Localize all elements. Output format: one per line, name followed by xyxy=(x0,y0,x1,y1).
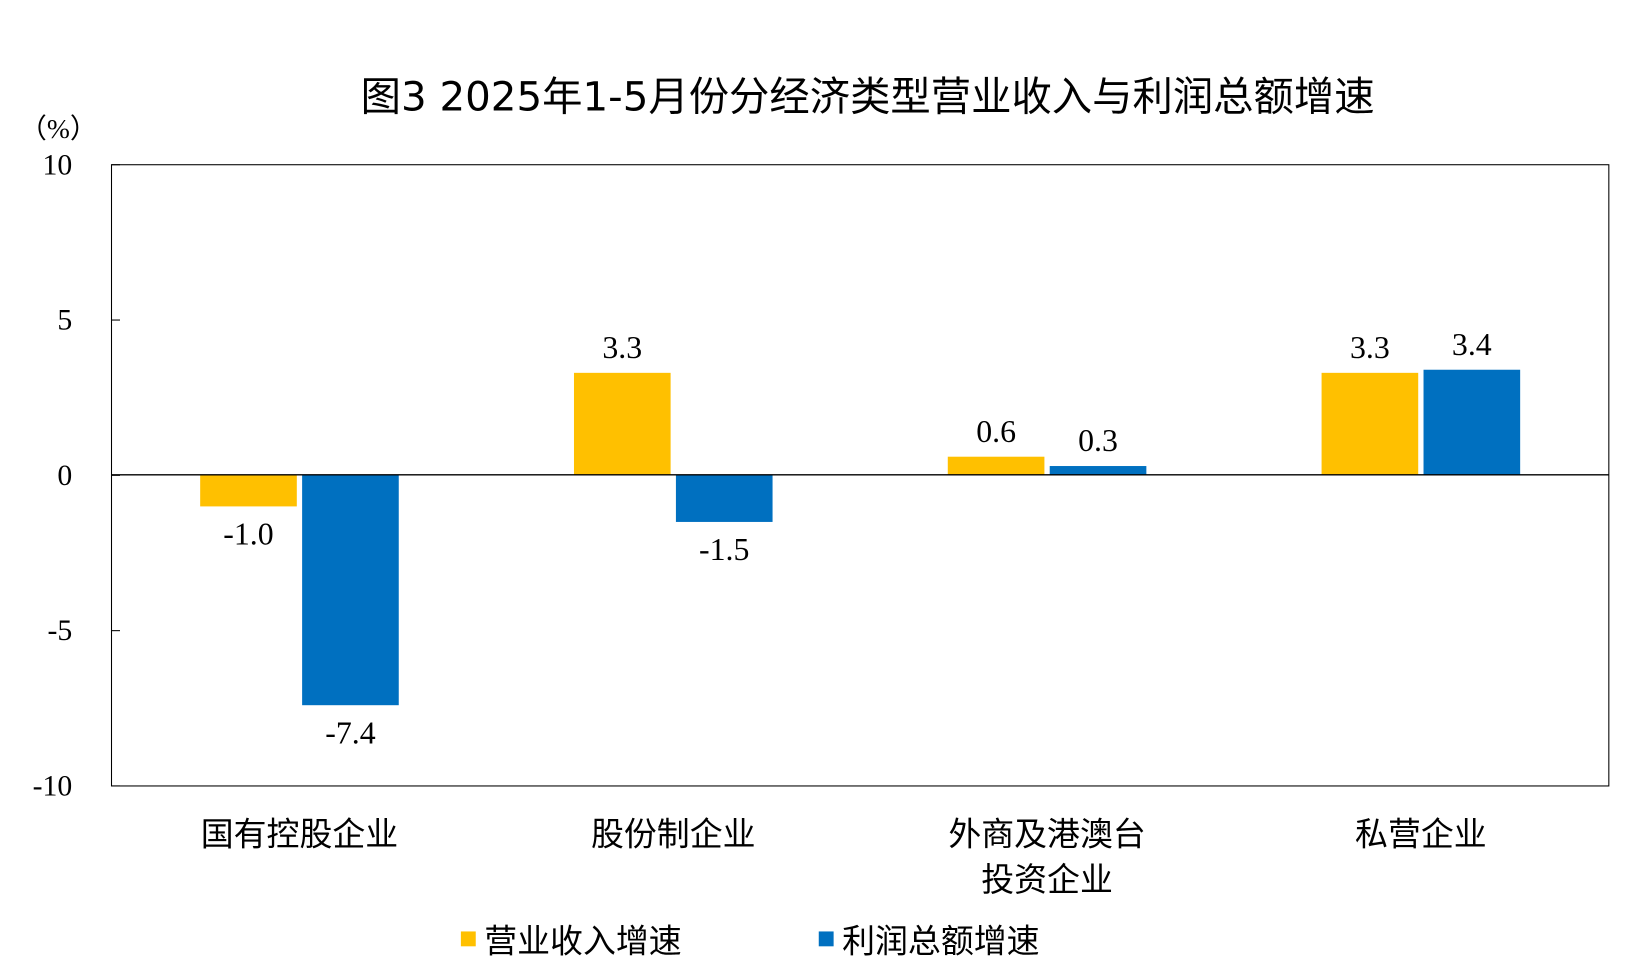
y-tick-label: 10 xyxy=(42,149,72,181)
data-label: 0.3 xyxy=(1078,423,1118,458)
legend-swatch xyxy=(818,931,834,947)
bar-profit xyxy=(302,475,399,706)
x-tick-label: 国有控股企业 xyxy=(201,814,398,853)
bar-profit xyxy=(1423,369,1521,476)
legend-label: 营业收入增速 xyxy=(484,922,681,956)
bar-profit xyxy=(675,475,773,522)
bar-revenue xyxy=(947,456,1045,476)
data-label: 3.3 xyxy=(602,330,642,365)
data-label: 0.6 xyxy=(976,414,1016,449)
x-tick-label: 外商及港澳台 xyxy=(948,814,1145,853)
data-label: 3.4 xyxy=(1452,327,1492,362)
data-label: -1.5 xyxy=(699,532,749,567)
data-label: -1.0 xyxy=(223,517,273,552)
y-axis-unit: （%） xyxy=(19,113,97,144)
legend-swatch xyxy=(460,931,476,947)
y-tick-label: -10 xyxy=(33,771,73,803)
bars: -1.0 -7.4 3.3 -1.5 0.6 0.3 3.3 3.4 xyxy=(200,327,1521,750)
bar-revenue xyxy=(200,475,297,507)
bar-profit xyxy=(1049,466,1147,476)
bar-revenue xyxy=(573,372,671,476)
legend-label: 利润总额增速 xyxy=(842,922,1039,956)
legend: 营业收入增速 利润总额增速 xyxy=(460,922,1040,956)
x-tick-label: 投资企业 xyxy=(981,860,1113,899)
y-tick-label: 0 xyxy=(57,460,72,492)
y-tick-label: -5 xyxy=(47,615,72,647)
x-tick-label: 股份制企业 xyxy=(591,814,756,853)
chart-title: 图3 2025年1-5月份分经济类型营业收入与利润总额增速 xyxy=(361,74,1375,121)
y-axis: 10 5 0 -5 -10 xyxy=(33,149,120,803)
data-label: -7.4 xyxy=(325,715,375,750)
bar-revenue xyxy=(1321,372,1419,476)
x-tick-label: 私营企业 xyxy=(1355,814,1487,853)
y-tick-label: 5 xyxy=(57,305,72,337)
data-label: 3.3 xyxy=(1350,330,1390,365)
